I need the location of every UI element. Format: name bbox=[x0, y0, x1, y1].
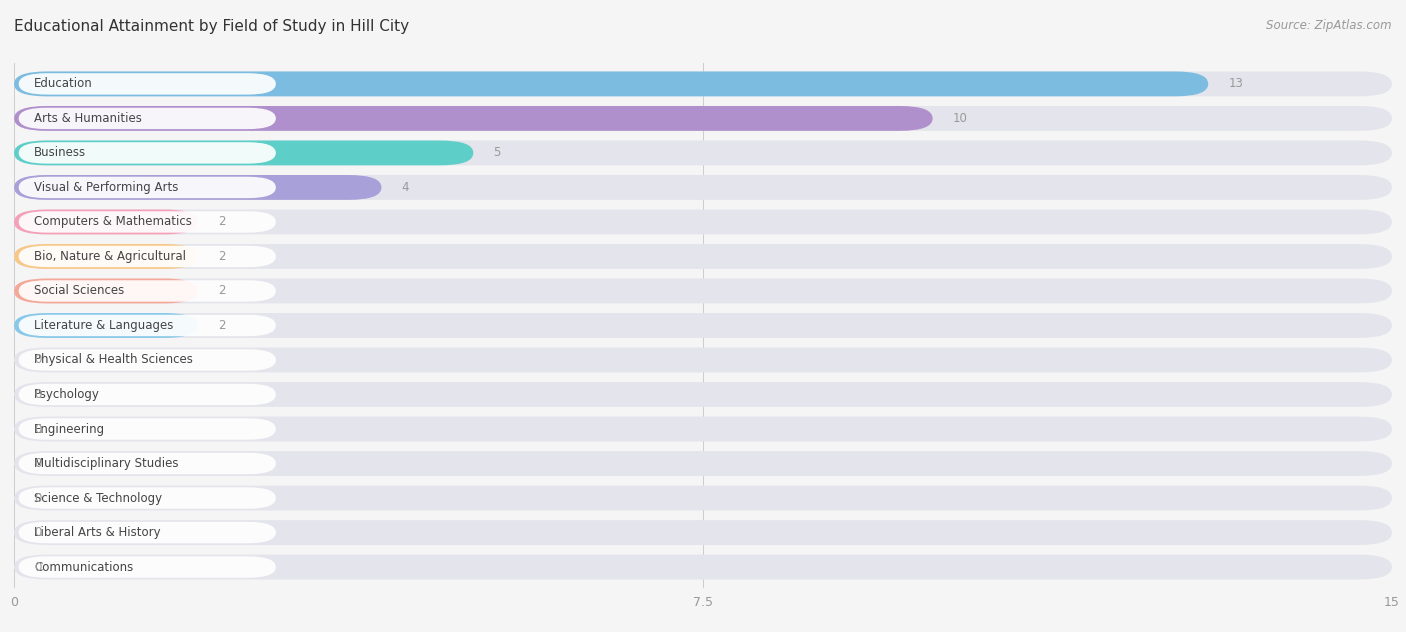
Text: 2: 2 bbox=[218, 284, 225, 298]
FancyBboxPatch shape bbox=[18, 73, 276, 95]
Text: 4: 4 bbox=[402, 181, 409, 194]
Text: Social Sciences: Social Sciences bbox=[34, 284, 125, 298]
FancyBboxPatch shape bbox=[14, 244, 1392, 269]
FancyBboxPatch shape bbox=[14, 140, 474, 166]
FancyBboxPatch shape bbox=[14, 485, 1392, 511]
Text: 0: 0 bbox=[34, 353, 42, 367]
Text: 5: 5 bbox=[494, 147, 501, 159]
Text: 0: 0 bbox=[34, 526, 42, 539]
FancyBboxPatch shape bbox=[14, 140, 1392, 166]
FancyBboxPatch shape bbox=[14, 555, 1392, 580]
Text: Computers & Mathematics: Computers & Mathematics bbox=[34, 216, 193, 228]
FancyBboxPatch shape bbox=[14, 348, 1392, 372]
Text: Educational Attainment by Field of Study in Hill City: Educational Attainment by Field of Study… bbox=[14, 19, 409, 34]
Text: Engineering: Engineering bbox=[34, 423, 105, 435]
FancyBboxPatch shape bbox=[14, 313, 198, 338]
FancyBboxPatch shape bbox=[14, 244, 198, 269]
Text: 0: 0 bbox=[34, 492, 42, 504]
FancyBboxPatch shape bbox=[18, 177, 276, 198]
FancyBboxPatch shape bbox=[14, 210, 1392, 234]
FancyBboxPatch shape bbox=[14, 175, 1392, 200]
Text: 0: 0 bbox=[34, 457, 42, 470]
FancyBboxPatch shape bbox=[14, 71, 1392, 96]
FancyBboxPatch shape bbox=[18, 453, 276, 474]
Text: Psychology: Psychology bbox=[34, 388, 100, 401]
Text: Bio, Nature & Agricultural: Bio, Nature & Agricultural bbox=[34, 250, 186, 263]
FancyBboxPatch shape bbox=[14, 279, 198, 303]
FancyBboxPatch shape bbox=[18, 522, 276, 544]
FancyBboxPatch shape bbox=[18, 556, 276, 578]
Text: Source: ZipAtlas.com: Source: ZipAtlas.com bbox=[1267, 19, 1392, 32]
FancyBboxPatch shape bbox=[18, 280, 276, 301]
Text: 10: 10 bbox=[953, 112, 967, 125]
Text: Physical & Health Sciences: Physical & Health Sciences bbox=[34, 353, 193, 367]
FancyBboxPatch shape bbox=[14, 416, 1392, 441]
FancyBboxPatch shape bbox=[18, 384, 276, 405]
FancyBboxPatch shape bbox=[18, 349, 276, 371]
Text: Visual & Performing Arts: Visual & Performing Arts bbox=[34, 181, 179, 194]
Text: Literature & Languages: Literature & Languages bbox=[34, 319, 174, 332]
FancyBboxPatch shape bbox=[14, 382, 1392, 407]
Text: 0: 0 bbox=[34, 388, 42, 401]
Text: Communications: Communications bbox=[34, 561, 134, 574]
FancyBboxPatch shape bbox=[14, 313, 1392, 338]
Text: Business: Business bbox=[34, 147, 86, 159]
FancyBboxPatch shape bbox=[14, 279, 1392, 303]
Text: 0: 0 bbox=[34, 561, 42, 574]
FancyBboxPatch shape bbox=[14, 71, 1208, 96]
FancyBboxPatch shape bbox=[14, 451, 1392, 476]
FancyBboxPatch shape bbox=[14, 520, 1392, 545]
Text: 2: 2 bbox=[218, 216, 225, 228]
Text: 13: 13 bbox=[1229, 77, 1243, 90]
Text: Liberal Arts & History: Liberal Arts & History bbox=[34, 526, 160, 539]
Text: Multidisciplinary Studies: Multidisciplinary Studies bbox=[34, 457, 179, 470]
Text: 0: 0 bbox=[34, 423, 42, 435]
Text: Arts & Humanities: Arts & Humanities bbox=[34, 112, 142, 125]
FancyBboxPatch shape bbox=[18, 246, 276, 267]
FancyBboxPatch shape bbox=[18, 211, 276, 233]
Text: 2: 2 bbox=[218, 250, 225, 263]
FancyBboxPatch shape bbox=[14, 106, 1392, 131]
FancyBboxPatch shape bbox=[14, 106, 932, 131]
Text: Science & Technology: Science & Technology bbox=[34, 492, 163, 504]
FancyBboxPatch shape bbox=[18, 142, 276, 164]
FancyBboxPatch shape bbox=[18, 107, 276, 129]
FancyBboxPatch shape bbox=[18, 487, 276, 509]
FancyBboxPatch shape bbox=[18, 315, 276, 336]
FancyBboxPatch shape bbox=[14, 175, 381, 200]
Text: Education: Education bbox=[34, 77, 93, 90]
FancyBboxPatch shape bbox=[14, 210, 198, 234]
FancyBboxPatch shape bbox=[18, 418, 276, 440]
Text: 2: 2 bbox=[218, 319, 225, 332]
